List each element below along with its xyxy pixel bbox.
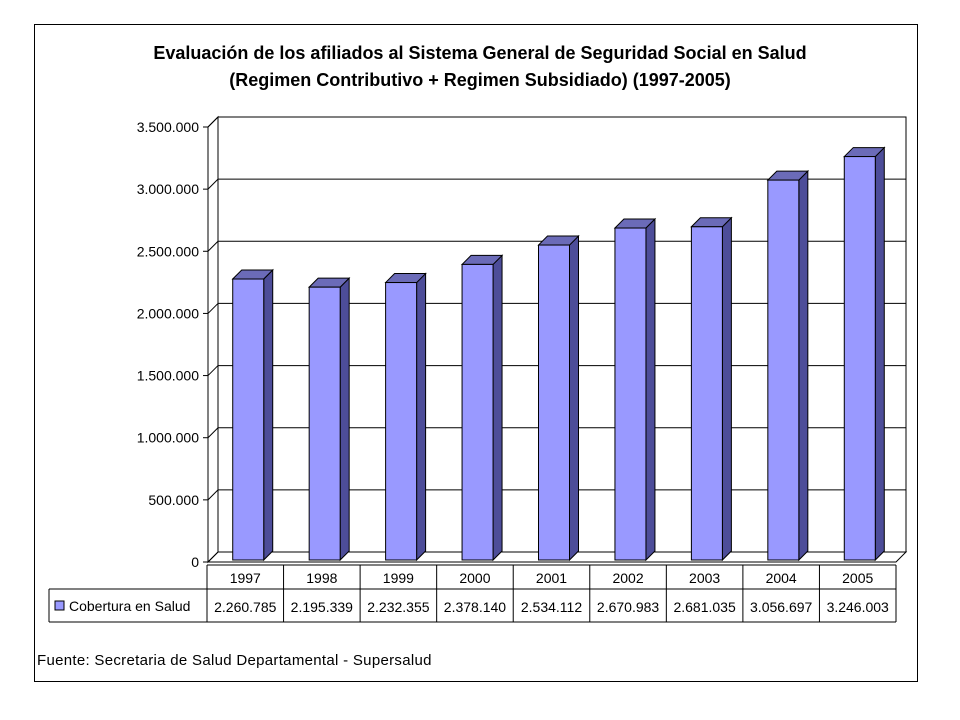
- x-tick-label: 1998: [306, 570, 337, 586]
- data-label: 3.246.003: [827, 599, 889, 615]
- y-tick-label: 2.500.000: [137, 243, 199, 259]
- x-tick-label: 2004: [766, 570, 797, 586]
- gridline-side: [207, 489, 219, 501]
- gridline-side: [207, 240, 219, 252]
- x-tick-label: 2003: [689, 570, 720, 586]
- source-note: Fuente: Secretaria de Salud Departamenta…: [37, 652, 432, 669]
- data-label: 2.681.035: [673, 599, 735, 615]
- y-tick-label: 3.000.000: [137, 181, 199, 197]
- legend-swatch: [54, 600, 65, 611]
- bar: [308, 286, 341, 561]
- bar: [538, 244, 570, 561]
- chart-title: Evaluación de los afiliados al Sistema G…: [0, 40, 960, 94]
- y-tick-label: 500.000: [148, 492, 199, 508]
- x-tick-label: 2001: [536, 570, 567, 586]
- chart-title-line-1: Evaluación de los afiliados al Sistema G…: [153, 43, 807, 63]
- data-label: 2.670.983: [597, 599, 659, 615]
- legend-label: Cobertura en Salud: [69, 598, 190, 614]
- bar-side: [263, 268, 274, 562]
- bar-side: [721, 216, 732, 562]
- x-tick-label: 2002: [612, 570, 643, 586]
- data-label: 3.056.697: [750, 599, 812, 615]
- y-tick-label: 1.500.000: [137, 368, 199, 384]
- bar: [690, 226, 723, 561]
- gridline-side: [207, 178, 219, 190]
- bar: [767, 179, 800, 561]
- bar: [614, 227, 647, 561]
- bar-side: [645, 217, 656, 562]
- bar-side: [339, 276, 350, 562]
- y-tick-label: 0: [191, 554, 199, 570]
- data-label: 2.260.785: [214, 599, 276, 615]
- gridline-side: [207, 365, 219, 376]
- bar: [843, 156, 876, 561]
- x-tick-label: 2005: [842, 570, 873, 586]
- x-tick-label: 1997: [230, 570, 261, 586]
- gridline-side: [207, 116, 219, 128]
- bar-side: [416, 272, 427, 562]
- bar: [461, 263, 494, 561]
- x-tick-label: 1999: [383, 570, 414, 586]
- bar-side: [569, 234, 579, 562]
- data-label: 2.378.140: [444, 599, 506, 615]
- gridline-side: [207, 427, 219, 439]
- gridline-side: [207, 303, 219, 314]
- bar: [232, 278, 265, 561]
- data-label: 2.232.355: [367, 599, 429, 615]
- data-label: 2.195.339: [291, 599, 353, 615]
- y-tick-label: 2.000.000: [137, 305, 199, 321]
- data-label: 2.534.112: [521, 599, 582, 615]
- bar-side: [874, 146, 885, 562]
- bar: [385, 282, 418, 561]
- bar-side: [798, 169, 809, 562]
- x-tick-label: 2000: [459, 570, 490, 586]
- bar-side: [492, 254, 503, 562]
- y-tick-label: 3.500.000: [137, 119, 199, 135]
- chart-subtitle: (Regimen Contributivo + Regimen Subsidia…: [229, 70, 731, 90]
- y-tick-label: 1.000.000: [137, 430, 199, 446]
- plot-floor: [206, 551, 908, 563]
